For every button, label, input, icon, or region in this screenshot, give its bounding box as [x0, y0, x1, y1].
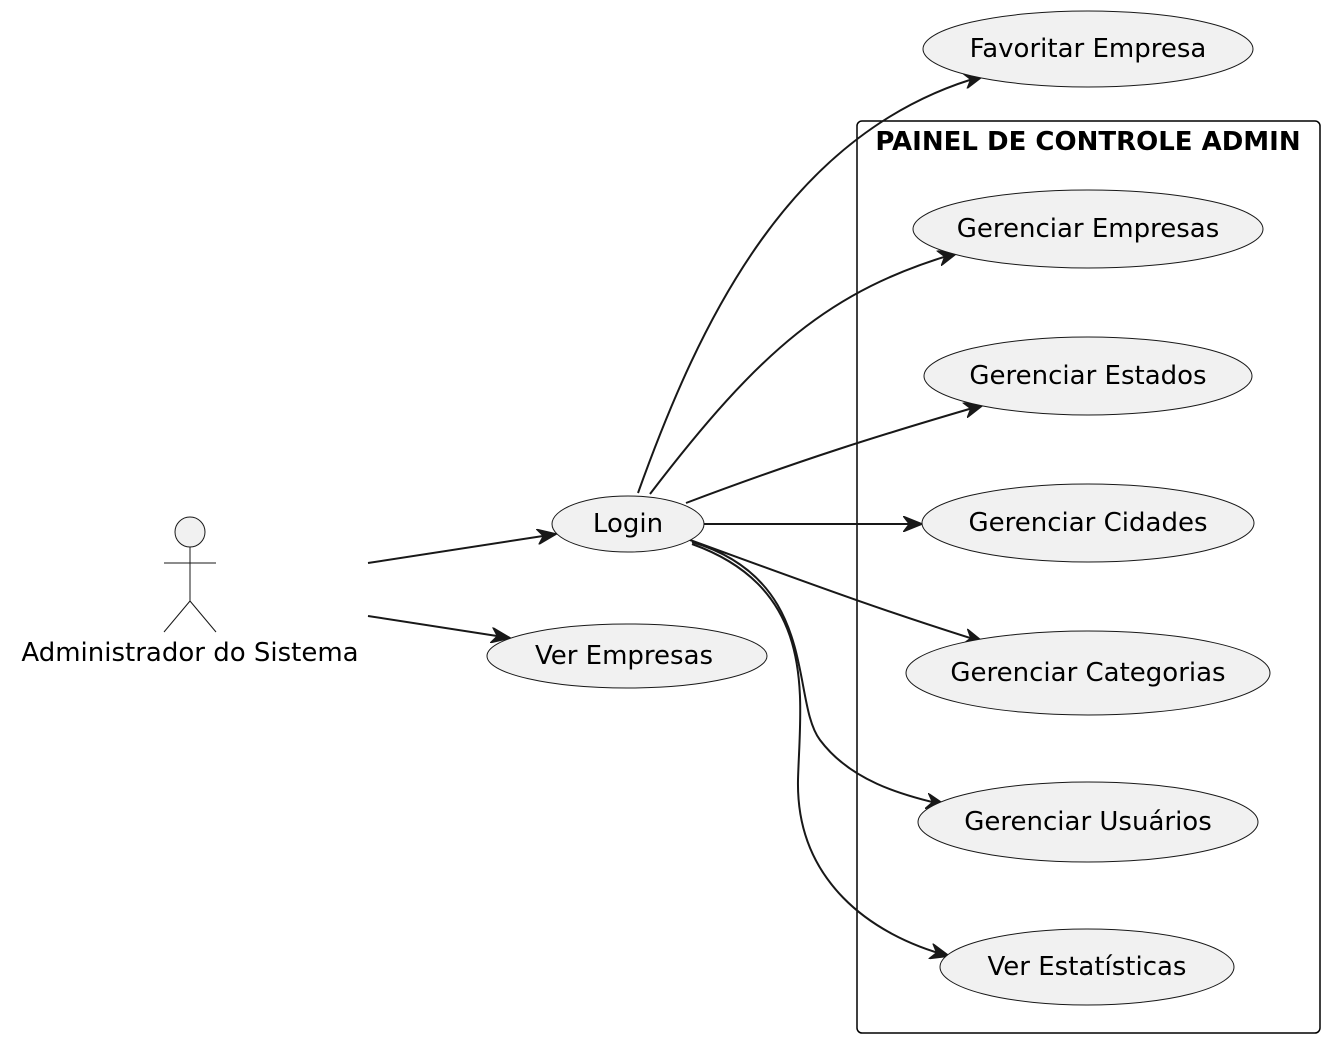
- admin-panel-package: PAINEL DE CONTROLE ADMIN: [856, 120, 1321, 1034]
- actor-administrador: Administrador do Sistema: [21, 516, 359, 668]
- use-case-ver-empresas: Ver Empresas: [486, 623, 768, 689]
- use-case-ver-estatisticas: Ver Estatísticas: [939, 928, 1235, 1006]
- package-title: PAINEL DE CONTROLE ADMIN: [875, 127, 1300, 157]
- use-case-gerenciar-estados: Gerenciar Estados: [923, 336, 1253, 416]
- use-case-label: Gerenciar Empresas: [957, 214, 1220, 244]
- edge-actor-login: [367, 534, 556, 564]
- use-case-gerenciar-categorias: Gerenciar Categorias: [905, 630, 1271, 716]
- use-case-gerenciar-cidades: Gerenciar Cidades: [921, 483, 1255, 563]
- use-case-label: Gerenciar Usuários: [964, 807, 1212, 837]
- use-case-label: Gerenciar Cidades: [968, 508, 1207, 538]
- use-case-label: Login: [593, 509, 663, 539]
- edge-login-gerenciar-estados: [685, 405, 983, 504]
- use-case-label: Ver Estatísticas: [988, 952, 1187, 982]
- edge-actor-ver-empresas: [367, 615, 510, 638]
- relations: [367, 76, 983, 956]
- edge-login-ver-estatisticas: [691, 543, 949, 956]
- edge-login-favoritar-empresa: [637, 76, 983, 494]
- use-case-gerenciar-usuarios: Gerenciar Usuários: [917, 781, 1259, 863]
- edge-login-gerenciar-usuarios: [691, 541, 945, 805]
- edge-login-gerenciar-categorias: [689, 539, 983, 642]
- use-case-label: Ver Empresas: [535, 641, 713, 671]
- use-case-label: Favoritar Empresa: [970, 34, 1207, 64]
- edge-login-gerenciar-empresas: [649, 253, 957, 495]
- actor-head: [174, 516, 206, 548]
- use-case-label: Gerenciar Estados: [969, 361, 1206, 391]
- actor-label: Administrador do Sistema: [21, 638, 358, 668]
- use-case-gerenciar-empresas: Gerenciar Empresas: [912, 189, 1264, 269]
- use-case-login: Login: [551, 495, 705, 553]
- use-case-label: Gerenciar Categorias: [950, 658, 1225, 688]
- use-case-favoritar-empresa: Favoritar Empresa: [922, 10, 1254, 88]
